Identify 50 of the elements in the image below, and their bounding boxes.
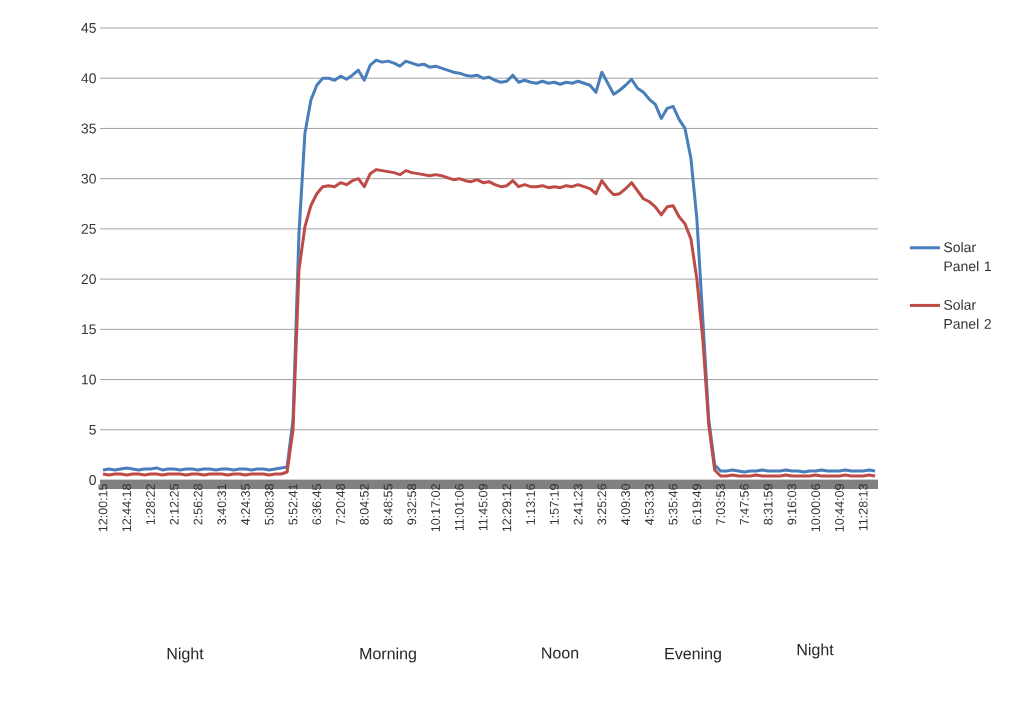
x-tick-label: 2:56:28 [193,484,203,525]
x-tick-label: 11:45:09 [478,484,488,531]
x-tick-label: 6:36:45 [312,484,322,525]
text: Night [797,643,834,659]
x-tick-label: 4:09:30 [621,484,631,525]
x-tick-label: 1:13:16 [526,484,536,525]
x-tick-label: 2:12:25 [169,484,179,525]
x-tick-label: 7:47:56 [739,484,749,525]
x-tick-label: 3:40:31 [217,484,227,525]
x-tick-label: 1:57:19 [549,484,559,525]
y-tick-label: 10 [81,374,96,385]
x-tick-label: 10:17:02 [431,484,440,532]
y-tick-label: 35 [81,123,96,134]
y-tick-label: 20 [81,274,96,285]
y-tick-label: 30 [81,173,96,184]
x-tick-label: 7:20:48 [336,484,345,525]
x-tick-label: 8:04:52 [359,484,369,525]
y-tick-label: 25 [81,223,96,234]
x-tick-label: 8:48:55 [383,484,393,525]
x-tick-label: 10:00:06 [811,484,821,532]
x-tick-label: 11:01:06 [454,484,464,531]
x-tick-label: 6:19:49 [692,484,702,525]
x-tick-label: 5:35:46 [668,484,678,525]
y-tick-label: 45 [81,23,96,33]
legend-label: Solar Panel 1 [944,241,991,272]
y-tick-label: 15 [81,324,96,335]
x-tick-label: 12:00:15 [98,484,108,532]
x-tick-label: 5:52:41 [288,484,298,525]
x-tick-label: 1:28:22 [146,484,155,525]
y-tick-label: 40 [81,73,96,84]
text: Noon [542,647,579,659]
y-tick-label: 0 [89,475,96,485]
x-tick-label: 4:24:35 [241,484,250,525]
y-tick-label: 5 [89,424,96,435]
x-tick-label: 10:44:09 [834,484,844,532]
x-tick-label: 12:44:18 [122,484,132,532]
x-tick-label: 9:16:03 [787,484,797,525]
x-tick-label: 4:53:33 [644,484,654,525]
x-tick-label: 8:31:59 [763,484,773,525]
x-tick-label: 11:28:13 [858,484,868,531]
text: Evening [665,647,721,663]
x-tick-label: 2:41:23 [573,484,583,525]
x-tick-label: 12:29:12 [502,484,512,532]
legend-label: Solar Panel 2 [944,299,991,329]
x-tick-label: 3:25:26 [597,484,607,525]
x-tick-label: 9:32:58 [407,484,417,525]
x-tick-label: 5:08:38 [264,484,274,525]
text: Night [167,647,204,663]
x-tick-label: 7:03:53 [716,484,726,525]
text: Morning [360,647,416,663]
